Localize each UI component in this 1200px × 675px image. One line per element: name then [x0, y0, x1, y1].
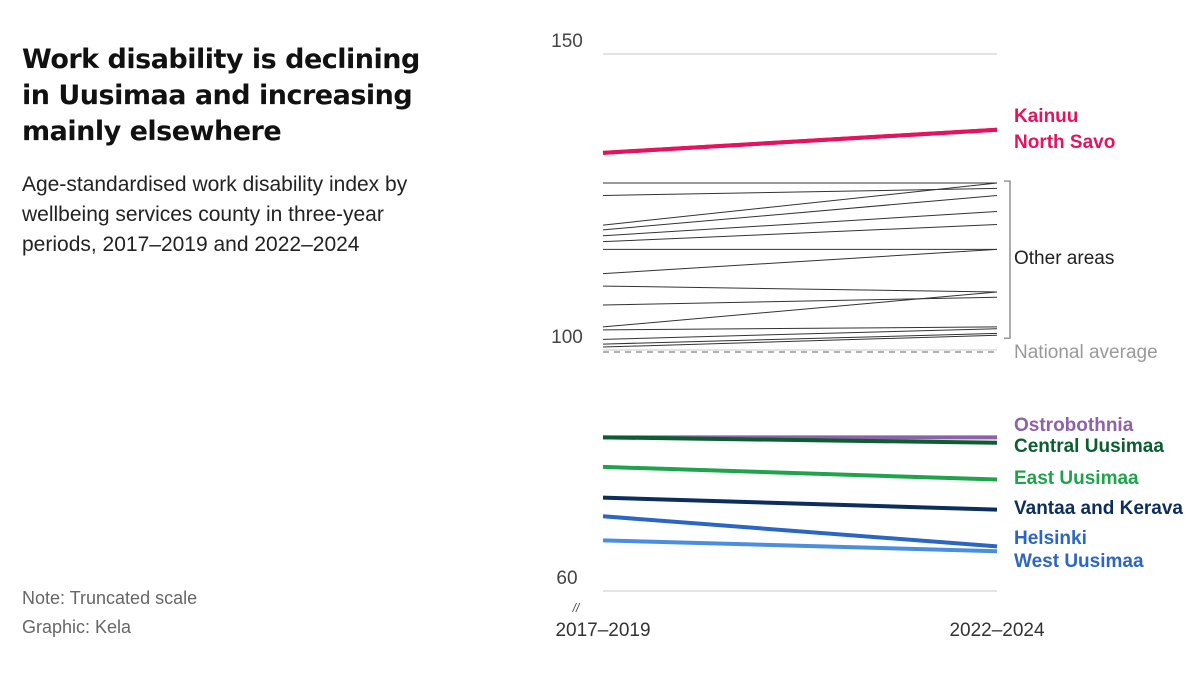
series-line-other-14: [602, 328, 998, 340]
y-tick-label-150: 150: [551, 31, 583, 52]
series-line-other-10: [602, 285, 998, 293]
series-line-other-12: [602, 291, 998, 328]
series-line-other-7: [602, 223, 998, 243]
series-line-other-6: [602, 210, 998, 237]
series-line-other-15: [602, 332, 998, 345]
credit-text: Graphic: Kela: [22, 617, 132, 637]
label-east-uusimaa: East Uusimaa: [1014, 468, 1139, 489]
note-text: Note: Truncated scale: [22, 588, 198, 608]
y-tick-label-60: 60: [556, 568, 577, 589]
x-tick-label-0: 2017–2019: [555, 620, 650, 641]
axis-break-mark: //: [572, 601, 581, 615]
series-line-east-uusimaa: [602, 464, 998, 482]
series-line-other-16: [602, 334, 998, 348]
y-tick-label-100: 100: [551, 327, 583, 348]
series-line-other-9: [602, 248, 998, 275]
other-areas-bracket: [1004, 180, 1011, 339]
series-line-vantaa-and-kerava: [602, 495, 998, 512]
series-line-west-uusimaa: [602, 538, 998, 554]
label-national-average: National average: [1014, 342, 1158, 363]
series-line-other-13: [602, 326, 998, 331]
series-line-other-11: [602, 296, 998, 306]
series-line-other-5: [602, 194, 998, 231]
chart-subtitle: Age-standardised work disability index b…: [22, 173, 408, 256]
series-line-other-4: [602, 182, 998, 226]
label-north-savo: North Savo: [1014, 132, 1115, 153]
label-helsinki: Helsinki: [1014, 528, 1087, 549]
label-central-uusimaa: Central Uusimaa: [1014, 436, 1164, 457]
label-kainuu: Kainuu: [1014, 106, 1078, 127]
chart-title: Work disability is declining in Uusimaa …: [22, 44, 420, 147]
label-ostrobothnia: Ostrobothnia: [1014, 415, 1134, 436]
x-tick-label-1: 2022–2024: [949, 620, 1045, 641]
label-vantaa-and-kerava: Vantaa and Kerava: [1014, 498, 1183, 519]
label-west-uusimaa: West Uusimaa: [1014, 551, 1144, 572]
series-line-helsinki: [602, 514, 998, 549]
label-other-areas: Other areas: [1014, 248, 1114, 269]
series-line-north-savo: [602, 127, 998, 155]
series-line-central-uusimaa: [602, 435, 998, 445]
